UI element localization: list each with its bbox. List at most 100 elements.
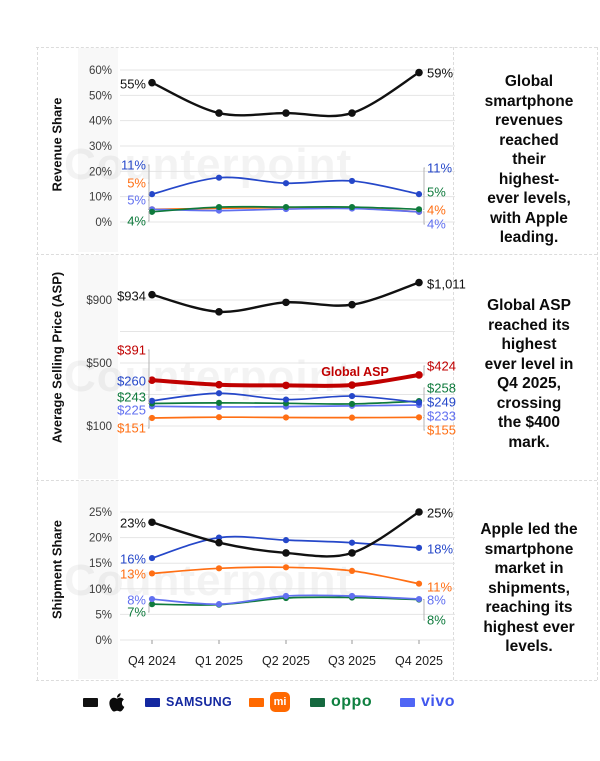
apple-logo-icon <box>109 692 125 712</box>
data-point <box>215 203 223 211</box>
data-point <box>415 399 423 406</box>
value-label: 18% <box>427 542 453 557</box>
value-label: $249 <box>427 395 456 410</box>
y-tick-label: 10% <box>89 192 112 204</box>
value-label: $151 <box>117 421 146 436</box>
label-leader-line <box>148 199 150 210</box>
y-tick-label: 50% <box>89 90 112 102</box>
value-label: $225 <box>117 403 146 418</box>
vivo-wordmark: vivo <box>421 693 456 710</box>
data-point <box>348 203 356 211</box>
separator-line <box>36 254 597 255</box>
data-point <box>282 203 290 211</box>
value-label: $260 <box>117 374 146 389</box>
data-point <box>348 381 356 389</box>
label-leader-line <box>148 211 150 222</box>
separator-line <box>36 480 597 481</box>
y-tick-label: 0% <box>95 217 112 229</box>
vivo-swatch <box>400 697 415 707</box>
data-point <box>148 601 156 608</box>
data-point <box>148 518 156 527</box>
data-point <box>148 376 156 384</box>
y-tick-label: $100 <box>86 421 112 433</box>
value-label: 4% <box>427 217 446 232</box>
label-leader-line <box>148 349 150 381</box>
data-point <box>148 78 156 87</box>
label-leader-line <box>423 416 425 431</box>
data-point <box>415 191 423 198</box>
apple-swatch <box>83 697 98 707</box>
value-label: 8% <box>127 593 146 608</box>
value-label: 4% <box>427 203 446 218</box>
data-point <box>282 564 290 571</box>
data-point <box>148 554 156 562</box>
label-leader-line <box>148 603 150 613</box>
value-label: 5% <box>427 185 446 200</box>
y-tick-label: 60% <box>89 65 112 77</box>
label-leader-line <box>148 380 150 402</box>
value-label: 55% <box>120 77 146 92</box>
legend-item-xiaomi: mi <box>249 688 290 716</box>
y-tick-label: 25% <box>89 507 112 519</box>
data-point <box>415 278 423 287</box>
data-point <box>348 300 356 309</box>
annotation-asp: Global ASP reached its highest ever leve… <box>484 297 574 451</box>
data-point <box>282 414 290 421</box>
data-point <box>282 396 290 403</box>
data-point <box>348 567 356 574</box>
value-label: 8% <box>427 593 446 608</box>
value-label: $243 <box>117 390 146 405</box>
data-point <box>282 381 290 390</box>
y-tick-label: 20% <box>89 166 112 178</box>
data-point <box>148 414 156 422</box>
label-leader-line <box>423 404 425 417</box>
value-label: 11% <box>427 161 452 176</box>
x-axis-label: Q4 2025 <box>395 654 443 668</box>
data-point <box>215 399 223 406</box>
oppo-swatch <box>310 697 325 707</box>
y-tick-label: 40% <box>89 116 112 128</box>
data-point <box>348 177 356 185</box>
data-point <box>215 390 223 397</box>
data-point <box>148 208 156 215</box>
data-point <box>348 414 356 421</box>
data-point <box>148 191 156 198</box>
data-point <box>348 109 356 117</box>
y-tick-label: 20% <box>89 533 112 545</box>
data-point <box>415 595 423 603</box>
data-point <box>415 414 423 421</box>
value-label: $155 <box>427 423 456 438</box>
label-leader-line <box>423 365 425 376</box>
value-label: 11% <box>427 580 452 595</box>
data-point <box>415 580 423 587</box>
data-point <box>282 537 290 544</box>
separator-line <box>36 680 597 681</box>
oppo-wordmark: oppo <box>331 693 373 710</box>
data-point <box>348 392 356 400</box>
data-point <box>148 595 156 603</box>
label-leader-line <box>423 211 425 225</box>
annotation-shipment: Apple led the smartphone market in shipm… <box>480 521 578 655</box>
label-leader-line <box>423 167 425 195</box>
data-point <box>148 290 156 299</box>
value-label: $258 <box>427 381 456 396</box>
data-point <box>348 549 356 557</box>
data-point <box>282 180 290 187</box>
label-leader-line <box>148 164 150 195</box>
global-asp-line-label: Global ASP <box>321 365 389 379</box>
value-label: 16% <box>120 552 146 567</box>
value-label: 7% <box>127 605 146 620</box>
legend-item-oppo: oppo <box>310 688 372 716</box>
value-label: $424 <box>427 359 456 374</box>
value-label: 13% <box>120 567 146 582</box>
data-point <box>148 570 156 577</box>
value-label: $233 <box>427 409 456 424</box>
data-point <box>215 174 223 181</box>
separator-line <box>36 47 597 48</box>
data-point <box>215 601 223 608</box>
data-point <box>348 400 356 408</box>
label-leader-line <box>423 387 425 402</box>
series-line-apple <box>150 281 421 314</box>
value-label: 59% <box>427 66 453 81</box>
